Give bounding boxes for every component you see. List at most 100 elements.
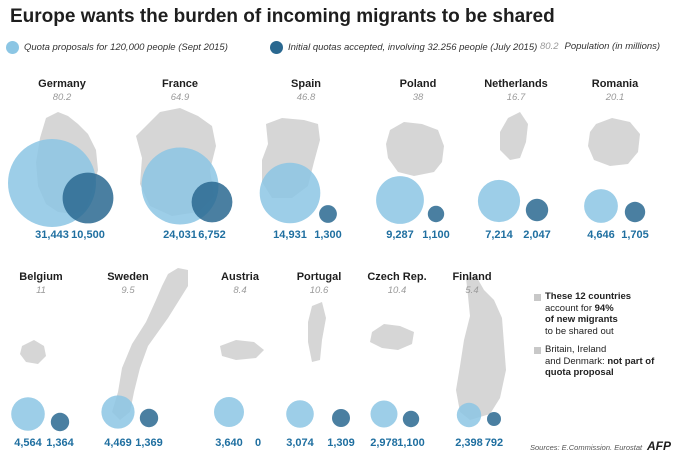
sweden-population-label: 9.5 [121,285,135,296]
netherlands-map [500,112,528,160]
chart-title: Europe wants the burden of incoming migr… [10,6,555,27]
austria-accepted-value: 0 [255,437,261,449]
note1-percent: 94% [594,302,614,314]
portugal-name-label: Portugal [297,271,342,283]
portugal-map [308,302,326,362]
finland-quota-bubble [456,402,482,428]
austria-map [220,340,264,360]
netherlands-population-label: 16.7 [507,92,526,103]
note1-line-b: account for [545,302,592,314]
netherlands-quota-value: 7,214 [485,229,513,241]
finland-accepted-value: 792 [485,437,503,449]
spain-quota-bubble [259,162,321,224]
belgium-map [20,340,46,364]
country-labels: Germany 80.2 France 64.9 Spain 46.8 Poland 38 Ne… [19,78,639,296]
finland-population-label: 5.4 [465,285,478,296]
note2-line-b: and Denmark: [545,355,605,367]
poland-population-label: 38 [413,92,424,103]
czech-rep-name-label: Czech Rep. [367,271,426,283]
austria-population-label: 8.4 [233,285,246,296]
note1-line-a: These 12 countries [545,291,632,302]
czech-rep-population-label: 10.4 [388,285,407,296]
czech-rep-accepted-value: 1,100 [397,437,425,449]
note-excluded-countries: Britain, Ireland and Denmark: not part o… [534,344,674,379]
romania-map [588,118,640,166]
afp-logo: AFP [647,439,671,453]
belgium-quota-bubble [11,397,45,431]
spain-quota-value: 14,931 [273,229,307,241]
netherlands-accepted-bubble [525,198,549,222]
note1-line-d: to be shared out [545,325,614,337]
france-quota-value: 24,031 [163,229,197,241]
sweden-accepted-value: 1,369 [135,437,163,449]
netherlands-name-label: Netherlands [484,78,548,90]
portugal-quota-value: 3,074 [286,437,314,449]
sweden-accepted-bubble [139,408,159,428]
romania-quota-value: 4,646 [587,229,615,241]
czech-rep-quota-bubble [370,400,398,428]
spain-population-label: 46.8 [297,92,316,103]
romania-accepted-bubble [624,201,646,223]
legend-quota: Quota proposals for 120,000 people (Sept… [6,41,228,54]
france-population-label: 64.9 [171,92,190,103]
value-labels: 31,443 10,500 24,031 6,752 14,931 1,300 9,287 1… [14,229,649,449]
germany-quota-value: 31,443 [35,229,69,241]
romania-name-label: Romania [592,78,639,90]
romania-population-label: 20.1 [605,92,625,103]
legend-accepted-label: Initial quotas accepted, involving 32.25… [288,42,538,53]
netherlands-accepted-value: 2,047 [523,229,551,241]
poland-accepted-bubble [427,205,445,223]
finland-accepted-bubble [487,412,501,426]
poland-quota-value: 9,287 [386,229,414,241]
bubbles [8,139,646,432]
spain-accepted-value: 1,300 [314,229,342,241]
accepted-swatch [270,41,283,54]
legend-quota-label: Quota proposals for 120,000 people (Sept… [24,42,228,53]
note-countries-share: These 12 countries account for 94% of ne… [534,291,674,337]
sweden-quota-value: 4,469 [104,437,132,449]
portugal-accepted-bubble [332,409,350,427]
germany-population-label: 80.2 [53,92,72,103]
portugal-accepted-value: 1,309 [327,437,355,449]
note-bullet-square [534,347,541,354]
finland-name-label: Finland [452,271,491,283]
note2-line-a: Britain, Ireland [545,344,607,355]
austria-quota-bubble [214,397,244,427]
finland-quota-value: 2,398 [455,437,483,449]
legend-population-label: Population (in millions) [564,41,661,52]
legend-population-example: 80.2 [540,41,559,52]
belgium-population-label: 11 [36,285,46,296]
note2-line-c: not part of quota proposal [545,355,655,379]
france-accepted-value: 6,752 [198,229,226,241]
portugal-population-label: 10.6 [310,285,329,296]
belgium-accepted-value: 1,364 [46,437,74,449]
belgium-accepted-bubble [50,412,70,432]
poland-map [386,122,444,176]
legend-population: 80.2 Population (in millions) [540,41,660,52]
czech-rep-map [370,324,414,350]
czech-rep-accepted-bubble [402,410,420,428]
france-name-label: France [162,78,198,90]
finland-map [456,276,506,420]
note1-line-c: of new migrants [545,314,618,325]
sweden-name-label: Sweden [107,271,149,283]
spain-accepted-bubble [319,205,337,223]
sweden-map [112,268,188,420]
legend-accepted: Initial quotas accepted, involving 32.25… [270,41,537,54]
note-bullet-square [534,294,541,301]
portugal-quota-bubble [286,400,314,428]
germany-accepted-value: 10,500 [71,229,105,241]
spain-name-label: Spain [291,78,321,90]
poland-accepted-value: 1,100 [422,229,450,241]
sweden-quota-bubble [101,395,135,429]
belgium-quota-value: 4,564 [14,437,42,449]
poland-name-label: Poland [400,78,437,90]
germany-accepted-bubble [62,172,114,224]
austria-quota-value: 3,640 [215,437,243,449]
quota-swatch [6,41,19,54]
netherlands-quota-bubble [477,179,521,223]
france-accepted-bubble [191,181,233,223]
romania-accepted-value: 1,705 [621,229,649,241]
belgium-name-label: Belgium [19,271,63,283]
